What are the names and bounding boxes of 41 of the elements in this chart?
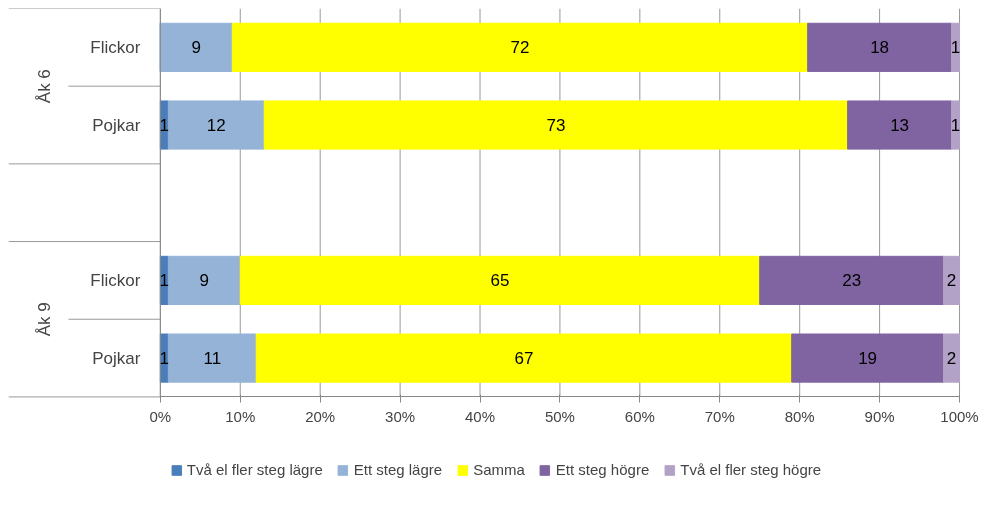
data-label: 73 [546, 116, 566, 136]
data-label: 2 [946, 349, 957, 369]
legend-label: Två el fler steg lägre [186, 461, 323, 478]
x-tick-label: 100% [940, 407, 979, 425]
x-tick-label: 90% [864, 407, 895, 425]
data-label: 9 [191, 38, 202, 58]
legend-label: Ett steg högre [555, 461, 650, 478]
data-label: 18 [870, 38, 890, 58]
data-label: 1 [159, 271, 170, 291]
data-label: 2 [946, 271, 957, 291]
y-tick-label: Flickor [90, 270, 141, 290]
y-tick-label: Pojkar [92, 115, 141, 135]
data-label: 1 [950, 38, 961, 58]
y-tick-label: Pojkar [92, 348, 141, 368]
data-label: 1 [159, 116, 170, 136]
x-tick-label: 60% [624, 407, 655, 425]
text: Åk 9 [34, 302, 54, 337]
x-tick-label: 0% [149, 407, 172, 425]
x-tick-label: 40% [465, 407, 496, 425]
text: Åk 6 [34, 69, 54, 104]
x-tick-label: 70% [704, 407, 735, 425]
x-tick-label: 10% [225, 407, 256, 425]
data-label: 1 [159, 349, 170, 369]
legend-label: Två el fler steg högre [680, 461, 822, 478]
legend-label: Ett steg lägre [353, 461, 443, 478]
data-label: 13 [890, 116, 910, 136]
data-label: 12 [206, 116, 226, 136]
x-tick-label: 20% [305, 407, 336, 425]
data-label: 1 [950, 116, 961, 136]
x-tick-label: 30% [385, 407, 416, 425]
data-label: 9 [199, 271, 210, 291]
data-label: 67 [514, 349, 534, 369]
x-tick-label: 80% [784, 407, 815, 425]
data-label: 19 [858, 349, 878, 369]
y-tick-label: Flickor [90, 37, 141, 57]
legend-label: Samma [473, 461, 525, 478]
data-label: 72 [510, 38, 530, 58]
data-label: 65 [490, 271, 510, 291]
x-tick-label: 50% [544, 407, 575, 425]
data-label: 11 [203, 349, 222, 369]
data-label: 23 [842, 271, 862, 291]
